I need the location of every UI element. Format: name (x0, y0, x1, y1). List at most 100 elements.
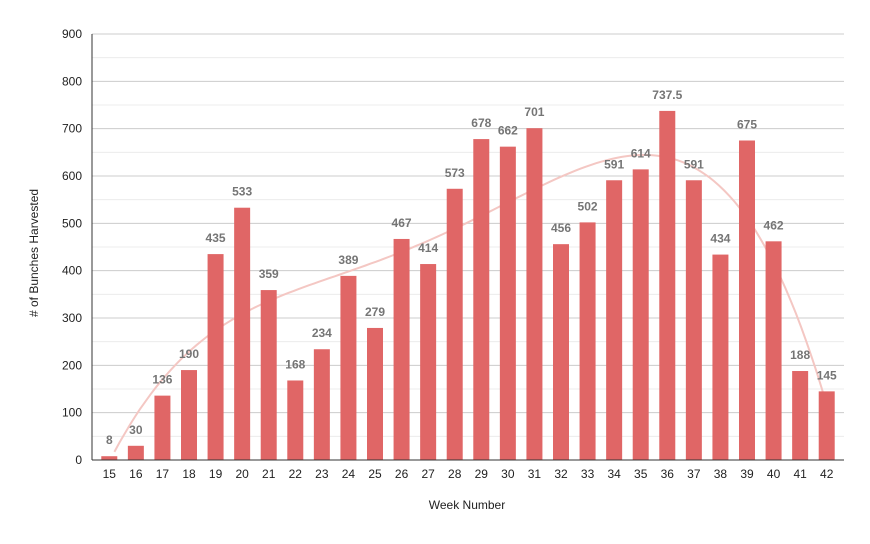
bar-week-17 (154, 395, 171, 460)
x-tick-label: 31 (528, 467, 542, 481)
y-axis-title: # of Bunches Harvested (27, 189, 41, 317)
x-tick-label: 18 (182, 467, 196, 481)
bar-week-19 (207, 254, 224, 460)
bar-week-16 (127, 445, 144, 460)
data-label: 502 (578, 199, 598, 213)
y-tick-label: 0 (75, 453, 82, 467)
data-label: 234 (312, 326, 332, 340)
bar-week-41 (792, 371, 809, 460)
data-label: 136 (152, 373, 172, 387)
data-label: 678 (471, 116, 491, 130)
data-label: 389 (338, 253, 358, 267)
data-label: 467 (392, 216, 412, 230)
x-tick-label: 16 (129, 467, 143, 481)
bar-week-21 (260, 290, 277, 460)
y-tick-label: 300 (62, 311, 82, 325)
x-tick-label: 40 (767, 467, 781, 481)
bar-week-15 (101, 456, 118, 460)
x-tick-label: 35 (634, 467, 648, 481)
bar-week-31 (526, 128, 543, 460)
x-tick-label: 30 (501, 467, 515, 481)
data-label: 434 (710, 232, 730, 246)
x-tick-label: 32 (554, 467, 568, 481)
x-tick-label: 23 (315, 467, 329, 481)
data-label: 8 (106, 433, 113, 447)
x-tick-label: 37 (687, 467, 701, 481)
data-label: 279 (365, 305, 385, 319)
x-tick-label: 29 (475, 467, 489, 481)
bar-week-42 (818, 391, 835, 460)
bar-week-18 (181, 370, 197, 460)
x-tick-label: 39 (740, 467, 754, 481)
x-tick-label: 21 (262, 467, 276, 481)
data-label: 591 (684, 157, 704, 171)
bar-week-35 (632, 169, 649, 460)
bar-week-29 (473, 139, 490, 460)
x-tick-label: 17 (156, 467, 170, 481)
bar-week-37 (685, 180, 702, 460)
data-label: 414 (418, 241, 438, 255)
data-label: 435 (206, 231, 226, 245)
data-label: 701 (524, 105, 544, 119)
bar-week-27 (420, 264, 437, 460)
data-label: 591 (604, 157, 624, 171)
y-tick-label: 700 (62, 122, 82, 136)
data-label: 662 (498, 124, 518, 138)
data-label: 145 (817, 368, 837, 382)
trendline (113, 153, 828, 453)
x-tick-label: 19 (209, 467, 223, 481)
data-label: 168 (285, 357, 305, 371)
x-tick-label: 41 (793, 467, 807, 481)
data-label: 30 (129, 423, 143, 437)
bar-week-32 (553, 244, 569, 460)
x-tick-label: 38 (714, 467, 728, 481)
bar-week-23 (313, 349, 330, 460)
bar-week-36 (659, 110, 676, 461)
bar-week-39 (739, 140, 755, 460)
data-label: 533 (232, 185, 252, 199)
x-tick-label: 26 (395, 467, 409, 481)
bar-week-34 (606, 180, 623, 460)
y-tick-label: 800 (62, 74, 82, 88)
y-tick-label: 200 (62, 358, 82, 372)
bar-week-26 (393, 238, 410, 460)
x-tick-label: 15 (103, 467, 117, 481)
bar-week-33 (579, 222, 596, 460)
data-label: 737.5 (652, 88, 682, 102)
data-label: 188 (790, 348, 810, 362)
x-tick-label: 25 (368, 467, 382, 481)
y-tick-label: 500 (62, 216, 82, 230)
x-tick-label: 42 (820, 467, 834, 481)
axes-layer: 0 100 200 300 400 500 600 700 800 900 15 16 17 18 19 20… (62, 27, 844, 481)
data-label: 359 (259, 267, 279, 281)
y-tick-label: 400 (62, 264, 82, 278)
data-label: 462 (764, 218, 784, 232)
bar-week-28 (446, 188, 463, 460)
bar-week-40 (765, 241, 782, 460)
bar-week-20 (234, 207, 251, 460)
x-tick-label: 22 (289, 467, 303, 481)
bar-week-22 (287, 380, 304, 460)
bar-week-30 (499, 146, 516, 461)
trendline-layer (113, 153, 828, 453)
x-tick-label: 36 (661, 467, 675, 481)
x-tick-label: 27 (421, 467, 435, 481)
data-label: 573 (445, 166, 465, 180)
y-tick-label: 600 (62, 169, 82, 183)
x-tick-label: 20 (235, 467, 249, 481)
x-tick-label: 33 (581, 467, 595, 481)
y-tick-label: 900 (62, 27, 82, 41)
data-label: 675 (737, 118, 757, 132)
x-tick-label: 24 (342, 467, 356, 481)
x-tick-label: 34 (607, 467, 621, 481)
data-labels-layer: 8 30 136 190 435 533 359 168 234 389 279 467 414 573 6… (106, 88, 837, 447)
bars-layer (101, 110, 835, 461)
y-tick-label: 100 (62, 406, 82, 420)
bar-week-25 (367, 327, 383, 460)
x-tick-label: 28 (448, 467, 462, 481)
data-label: 456 (551, 221, 571, 235)
bar-week-38 (712, 254, 729, 460)
data-label: 614 (631, 146, 651, 160)
x-axis-title: Week Number (429, 498, 505, 512)
